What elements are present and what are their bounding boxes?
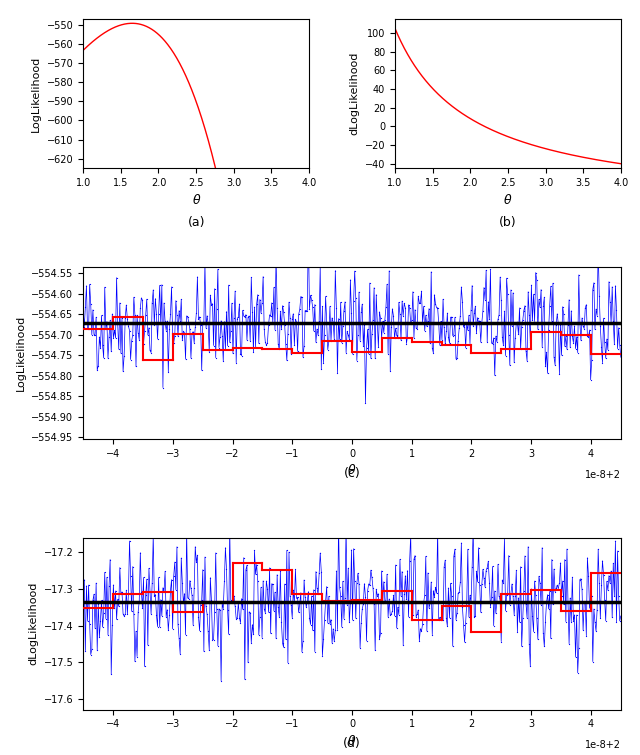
Text: 1e-8+2: 1e-8+2 — [585, 740, 621, 750]
Text: (d): (d) — [343, 737, 361, 750]
Y-axis label: dLogLikelihood: dLogLikelihood — [28, 582, 38, 665]
Text: (c): (c) — [344, 467, 360, 479]
Text: (a): (a) — [188, 216, 205, 230]
X-axis label: θ: θ — [348, 735, 356, 748]
Y-axis label: LogLikelihood: LogLikelihood — [31, 56, 41, 132]
Text: (b): (b) — [499, 216, 516, 230]
Text: 1e-8+2: 1e-8+2 — [585, 470, 621, 479]
X-axis label: θ: θ — [348, 464, 356, 477]
Y-axis label: LogLikelihood: LogLikelihood — [15, 315, 26, 391]
X-axis label: θ: θ — [504, 194, 511, 207]
Y-axis label: dLogLikelihood: dLogLikelihood — [349, 52, 359, 135]
X-axis label: θ: θ — [193, 194, 200, 207]
